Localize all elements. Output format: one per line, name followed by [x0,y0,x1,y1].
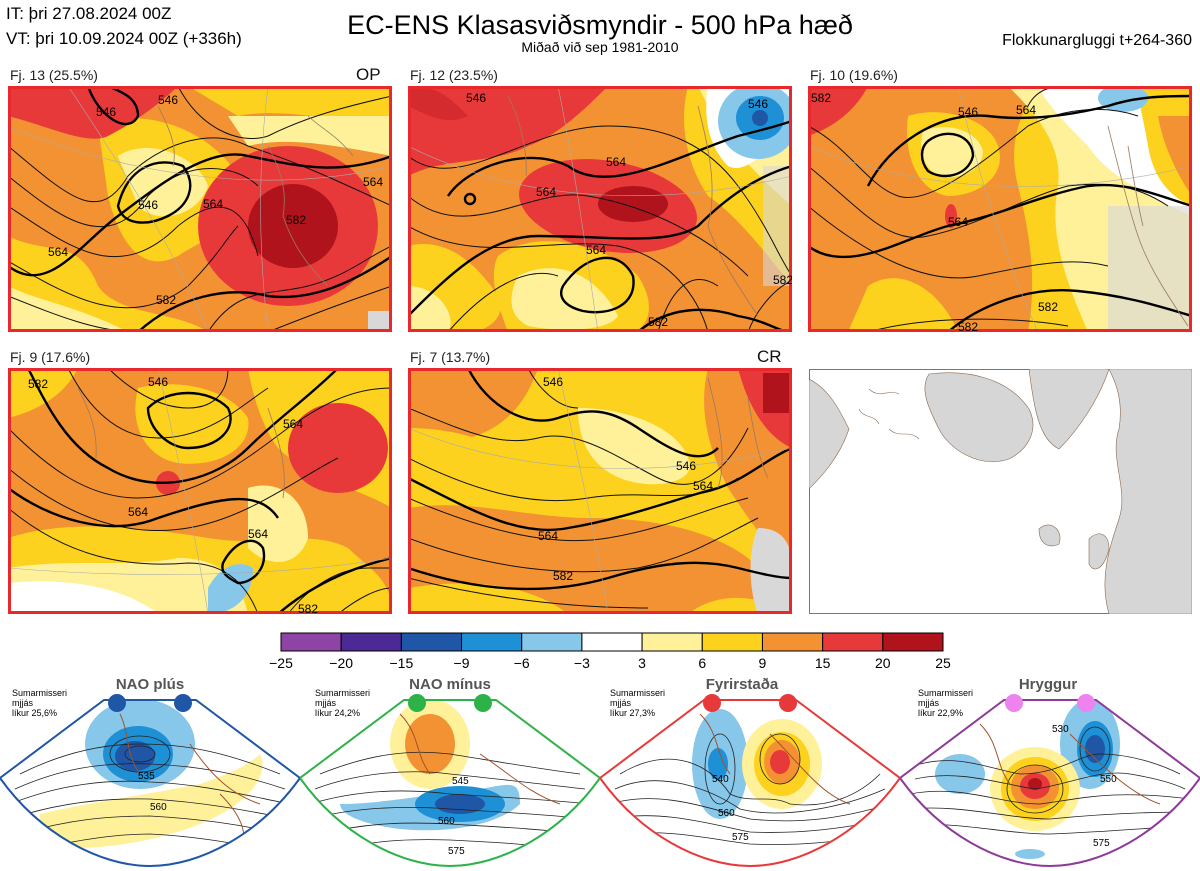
colorbar-tick-label: −15 [389,655,414,671]
regime-3-info: Sumarmisseri mjjás líkur 27,3% [610,688,666,718]
colorbar-tick-label: 9 [758,655,767,671]
colorbar-tick-label: −6 [513,655,530,671]
colorbar-tick-label: −20 [329,655,354,671]
cluster-map-5: 546 546 564 564 582 [408,368,792,614]
regime-4-info: Sumarmisseri mjjás líkur 22,9% [918,688,974,718]
contour-label: 564 [128,505,148,519]
contour-label: 582 [298,602,318,614]
contour-label: 582 [773,273,792,287]
page-title: EC-ENS Klasasviðsmyndir - 500 hPa hæð [347,10,853,40]
contour-label: 560 [438,816,455,827]
contour-label: 564 [48,245,68,259]
contour-label: 546 [676,459,696,473]
colorbar-tick-label: 15 [814,655,831,671]
regime-1-info: Sumarmisseri mjjás líkur 25,6% [12,688,68,718]
colorbar-segment [822,632,884,652]
contour-label: 546 [138,198,158,212]
panel-4-label: Fj. 9 (17.6%) [10,349,91,365]
colorbar-tick-label: −3 [573,655,590,671]
colorbar-segment [761,632,824,652]
contour-label: 582 [1038,300,1058,314]
colorbar-tick-label: 6 [698,655,707,671]
contour-label: 564 [538,529,558,543]
panel-1-tag: OP [356,65,381,84]
regime-2-title: NAO mínus [409,676,491,693]
panel-2-label: Fj. 12 (23.5%) [410,67,498,83]
regime-map-nao-minus: 545 560 575 [300,694,600,871]
panel-5-label: Fj. 7 (13.7%) [410,349,491,365]
contour-label: 564 [248,527,268,541]
cluster-map-4: 582 546 564 564 564 582 [8,368,392,614]
regime-1-title: NAO plús [115,676,185,693]
contour-label: 564 [606,155,626,169]
contour-label: 546 [158,93,178,107]
contour-label: 546 [96,105,116,119]
cluster-map-2: 546 546 564 564 564 582 582 [408,86,792,332]
contour-label: 564 [586,243,606,257]
panel-3-label: Fj. 10 (19.6%) [810,67,898,83]
colorbar-segment [521,632,583,652]
colorbar-tick-label: 25 [935,655,951,671]
page-subtitle: Miðað við sep 1981-2010 [521,39,679,55]
contour-label: 550 [1100,774,1117,785]
contour-label: 582 [553,569,573,583]
base-map [809,369,1192,614]
regime-map-nao-plus: 535 560 [0,694,300,871]
colorbar [280,632,944,657]
cluster-map-3: 546 564 564 582 582 582 [808,86,1192,332]
colorbar-tick-label: −9 [453,655,470,671]
colorbar-segment [581,632,643,652]
regime-4-title: Hryggur [1018,676,1078,693]
colorbar-segment [641,632,703,652]
regime-3-title: Fyrirstaða [705,676,779,693]
panel-1-label: Fj. 13 (25.5%) [10,67,98,83]
contour-label: 564 [1016,103,1036,117]
colorbar-segment [280,632,342,652]
contour-label: 564 [536,185,556,199]
colorbar-segment [340,632,402,652]
contour-label: 564 [693,479,713,493]
colorbar-segment [400,632,463,652]
contour-label: 530 [1052,724,1069,735]
valid-time: VT: þri 10.09.2024 00Z (+336h) [6,29,242,48]
contour-label: 546 [748,97,768,111]
contour-label: 546 [543,375,563,389]
contour-label: 575 [732,832,749,843]
contour-label: 582 [286,213,306,227]
contour-label: 546 [466,91,486,105]
colorbar-tick-label: −25 [269,655,293,671]
init-time: IT: þri 27.08.2024 00Z [6,4,172,23]
classification-window: Flokkunargluggi t+264-360 [1002,32,1192,49]
contour-label: 546 [958,105,978,119]
contour-label: 582 [28,377,48,391]
contour-label: 582 [811,91,831,105]
contour-label: 560 [150,802,167,813]
contour-label: 564 [283,417,303,431]
contour-label: 545 [452,776,469,787]
cluster-map-1: 546 546 546 564 564 582 582 564 [8,86,392,332]
contour-label: 582 [958,320,978,332]
contour-label: 564 [363,175,383,189]
colorbar-tick-label: 3 [638,655,646,671]
contour-label: 582 [156,293,176,307]
contour-label: 535 [138,771,155,782]
contour-label: 575 [448,846,465,857]
contour-label: 564 [203,197,223,211]
regime-2-info: Sumarmisseri mjjás líkur 24,2% [315,688,371,718]
contour-label: 564 [948,215,968,229]
colorbar-segment [461,632,523,652]
regime-map-ridge: 530 550 575 [900,694,1200,871]
contour-label: 575 [1093,838,1110,849]
colorbar-tick-label: 20 [875,655,891,671]
regime-map-blocking: 540 560 575 [600,694,900,871]
contour-label: 546 [148,375,168,389]
contour-label: 540 [712,774,729,785]
panel-5-tag: CR [757,347,782,366]
colorbar-segment [882,632,944,652]
colorbar-segment [701,632,763,652]
contour-label: 582 [648,315,668,329]
contour-label: 560 [718,808,735,819]
